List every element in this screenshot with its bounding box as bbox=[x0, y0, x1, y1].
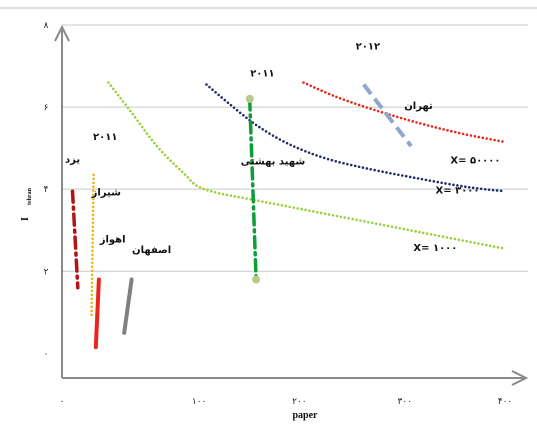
y-tick-label: ۴ bbox=[44, 185, 49, 195]
series-line bbox=[70, 189, 80, 290]
series-line bbox=[122, 277, 134, 335]
x-axis-arrow bbox=[511, 370, 529, 386]
y-axis-title: I bbox=[20, 217, 31, 221]
grid bbox=[62, 24, 528, 272]
series-line bbox=[90, 173, 95, 320]
series-marker bbox=[245, 94, 254, 103]
y-axis-title-group: I tehran bbox=[20, 187, 33, 221]
x-tick-label: ۰ bbox=[60, 397, 65, 407]
tick-labels: ۰ ۲ ۴ ۶ ۸ ۰ ۱۰۰ ۲۰۰ ۳۰۰ ۴۰۰ bbox=[44, 21, 513, 407]
annotation-label: اهواز bbox=[99, 235, 126, 246]
annotation-label: اصفهان bbox=[132, 245, 171, 256]
series-line bbox=[362, 83, 413, 148]
annotation-label: X= ۵۰۰۰۰ bbox=[450, 156, 500, 167]
y-tick-label: ۸ bbox=[44, 21, 49, 31]
annotation-label: شهید بهشتی bbox=[241, 157, 306, 168]
series-line bbox=[247, 97, 258, 282]
y-tick-label: ۲ bbox=[44, 267, 49, 277]
y-axis-title-sub: tehran bbox=[27, 187, 33, 205]
annotation-label: X= ۱۰۰۰ bbox=[413, 243, 457, 254]
x-tick-label: ۴۰۰ bbox=[498, 397, 513, 407]
annotation-label: ۲۰۱۲ bbox=[356, 42, 380, 53]
x-tick-label: ۱۰۰ bbox=[192, 397, 207, 407]
annotation-label: یزد bbox=[65, 155, 80, 166]
annotation-layer: ۲۰۱۲ تهران ۲۰۱۱ ۲۰۱۱ شهید بهشتی X= ۵۰۰۰۰ X= ۳۰… bbox=[65, 42, 501, 256]
x-tick-label: ۳۰۰ bbox=[398, 397, 413, 407]
series-marker bbox=[252, 275, 261, 284]
series-line bbox=[302, 81, 507, 144]
series-line bbox=[93, 277, 101, 350]
x-tick-label: ۲۰۰ bbox=[292, 397, 307, 407]
series-line bbox=[107, 81, 507, 250]
annotation-label: تهران bbox=[404, 101, 433, 112]
y-tick-label: ۰ bbox=[44, 349, 49, 359]
y-axis-arrow bbox=[54, 24, 70, 42]
annotation-label: ۲۰۱۱ bbox=[250, 68, 274, 79]
annotation-label: شیراز bbox=[91, 187, 121, 198]
axes bbox=[54, 24, 529, 386]
x-axis-title: paper bbox=[293, 410, 319, 421]
annotation-label: ۲۰۱۱ bbox=[93, 132, 117, 143]
series-layer bbox=[70, 81, 507, 350]
y-tick-label: ۶ bbox=[44, 103, 49, 113]
annotation-label: X= ۳۰۰۰ bbox=[436, 185, 480, 196]
